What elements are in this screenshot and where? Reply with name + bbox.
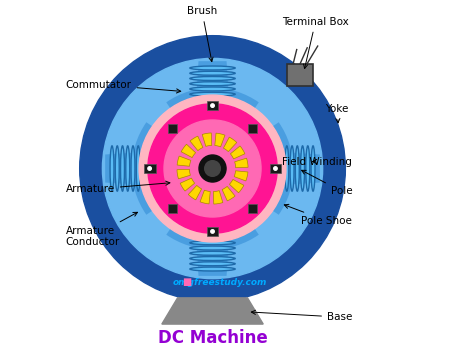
Ellipse shape bbox=[190, 262, 235, 266]
Ellipse shape bbox=[126, 146, 130, 191]
Circle shape bbox=[273, 167, 277, 170]
Circle shape bbox=[205, 161, 220, 176]
Polygon shape bbox=[106, 153, 145, 184]
Ellipse shape bbox=[136, 146, 140, 191]
Wedge shape bbox=[229, 179, 244, 193]
Text: ■: ■ bbox=[182, 277, 191, 287]
Circle shape bbox=[102, 58, 323, 279]
Circle shape bbox=[148, 167, 151, 170]
FancyBboxPatch shape bbox=[207, 101, 219, 110]
Text: Armature: Armature bbox=[66, 181, 170, 194]
FancyBboxPatch shape bbox=[270, 164, 282, 173]
FancyBboxPatch shape bbox=[287, 64, 313, 86]
Polygon shape bbox=[162, 298, 263, 324]
Ellipse shape bbox=[190, 246, 235, 250]
Circle shape bbox=[211, 230, 214, 233]
Wedge shape bbox=[230, 146, 245, 159]
Wedge shape bbox=[202, 133, 212, 146]
Wedge shape bbox=[177, 169, 191, 179]
Ellipse shape bbox=[190, 77, 235, 80]
Ellipse shape bbox=[295, 146, 299, 191]
Text: Base: Base bbox=[251, 310, 352, 322]
Text: omgfreestudy.com: omgfreestudy.com bbox=[173, 278, 267, 287]
Wedge shape bbox=[190, 136, 203, 151]
Wedge shape bbox=[213, 191, 223, 204]
Wedge shape bbox=[188, 185, 201, 200]
FancyBboxPatch shape bbox=[207, 227, 219, 236]
Ellipse shape bbox=[190, 71, 235, 75]
Circle shape bbox=[148, 104, 277, 233]
Wedge shape bbox=[234, 171, 248, 181]
Wedge shape bbox=[222, 186, 235, 201]
Ellipse shape bbox=[306, 146, 310, 191]
Ellipse shape bbox=[190, 82, 235, 86]
Circle shape bbox=[139, 95, 286, 242]
FancyBboxPatch shape bbox=[168, 124, 177, 133]
Text: Brush: Brush bbox=[187, 6, 217, 61]
Polygon shape bbox=[197, 237, 228, 275]
Ellipse shape bbox=[290, 146, 294, 191]
Circle shape bbox=[211, 104, 214, 107]
Ellipse shape bbox=[190, 66, 235, 70]
Ellipse shape bbox=[110, 146, 114, 191]
Ellipse shape bbox=[131, 146, 135, 191]
Wedge shape bbox=[200, 190, 210, 204]
Text: Pole: Pole bbox=[301, 170, 352, 196]
Circle shape bbox=[199, 155, 226, 182]
Text: Field Winding: Field Winding bbox=[283, 157, 352, 166]
Ellipse shape bbox=[115, 146, 119, 191]
Ellipse shape bbox=[190, 267, 235, 271]
Ellipse shape bbox=[190, 87, 235, 91]
Ellipse shape bbox=[190, 251, 235, 255]
Text: Armature
Conductor: Armature Conductor bbox=[66, 212, 137, 247]
Ellipse shape bbox=[190, 257, 235, 260]
Text: Commutator: Commutator bbox=[66, 80, 181, 93]
Circle shape bbox=[164, 120, 261, 217]
Ellipse shape bbox=[285, 146, 289, 191]
Ellipse shape bbox=[120, 146, 125, 191]
Ellipse shape bbox=[190, 92, 235, 96]
Wedge shape bbox=[235, 158, 248, 168]
FancyBboxPatch shape bbox=[168, 204, 177, 213]
Text: DC Machine: DC Machine bbox=[158, 329, 267, 347]
Polygon shape bbox=[197, 62, 228, 100]
FancyBboxPatch shape bbox=[248, 204, 257, 213]
Ellipse shape bbox=[190, 241, 235, 245]
FancyBboxPatch shape bbox=[144, 164, 155, 173]
Text: Pole Shoe: Pole Shoe bbox=[284, 204, 352, 226]
Wedge shape bbox=[177, 156, 191, 166]
Text: Yoke: Yoke bbox=[326, 104, 349, 123]
Text: Terminal Box: Terminal Box bbox=[282, 16, 349, 68]
Polygon shape bbox=[281, 153, 319, 184]
Ellipse shape bbox=[311, 146, 315, 191]
Wedge shape bbox=[215, 133, 225, 147]
Wedge shape bbox=[180, 178, 195, 191]
Ellipse shape bbox=[301, 146, 304, 191]
FancyBboxPatch shape bbox=[248, 124, 257, 133]
Circle shape bbox=[80, 36, 346, 302]
Wedge shape bbox=[181, 144, 196, 158]
Wedge shape bbox=[223, 137, 237, 152]
